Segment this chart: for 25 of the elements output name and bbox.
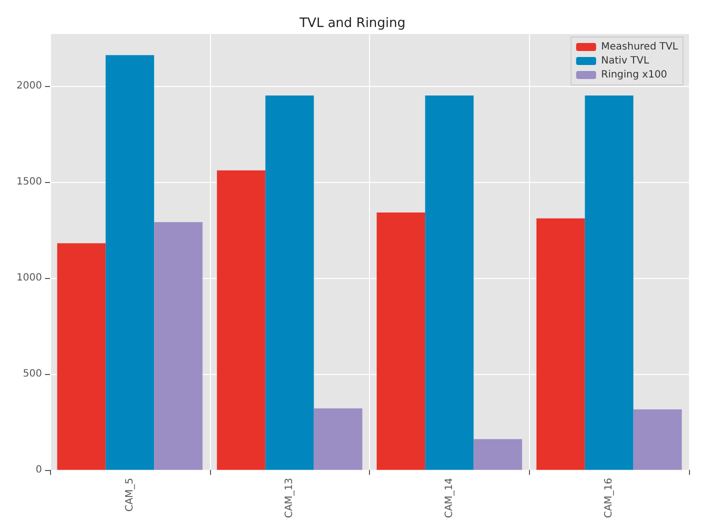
x-tick-label: CAM_13	[284, 478, 296, 518]
bar	[106, 55, 154, 470]
bar	[474, 439, 522, 470]
legend-label: Meashured TVL	[601, 42, 678, 52]
x-tick-label: CAM_5	[124, 478, 136, 512]
legend-label: Ringing x100	[601, 70, 668, 80]
bar	[536, 218, 585, 470]
chart-title: TVL and Ringing	[298, 16, 406, 31]
bar	[265, 95, 314, 470]
bar	[314, 408, 362, 470]
y-tick-label: 0	[36, 464, 42, 476]
bar	[154, 222, 203, 470]
x-tick-label: CAM_16	[604, 478, 615, 518]
bar	[584, 95, 634, 470]
bar	[57, 243, 106, 470]
y-tick-label: 1500	[16, 176, 42, 188]
bar	[633, 409, 682, 470]
y-tick-label: 1000	[16, 272, 42, 284]
legend-label: Nativ TVL	[601, 56, 650, 66]
y-tick-label: 500	[22, 368, 42, 380]
x-tick-label: CAM_14	[444, 478, 455, 518]
y-tick-label: 2000	[16, 80, 42, 92]
bar	[425, 95, 474, 470]
bar	[216, 170, 266, 470]
bar	[376, 212, 426, 470]
